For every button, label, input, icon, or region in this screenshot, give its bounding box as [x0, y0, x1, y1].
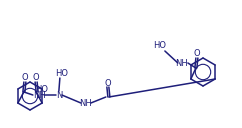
Text: HO: HO [36, 84, 49, 93]
Text: NH: NH [80, 99, 92, 108]
Text: NH: NH [175, 58, 188, 67]
Text: HO: HO [153, 40, 166, 50]
Text: HO: HO [55, 68, 68, 77]
Text: NH: NH [33, 90, 46, 99]
Text: O: O [105, 78, 111, 88]
Text: O: O [33, 73, 39, 83]
Text: O: O [22, 73, 28, 83]
Text: O: O [194, 50, 200, 58]
Text: N: N [56, 90, 62, 99]
